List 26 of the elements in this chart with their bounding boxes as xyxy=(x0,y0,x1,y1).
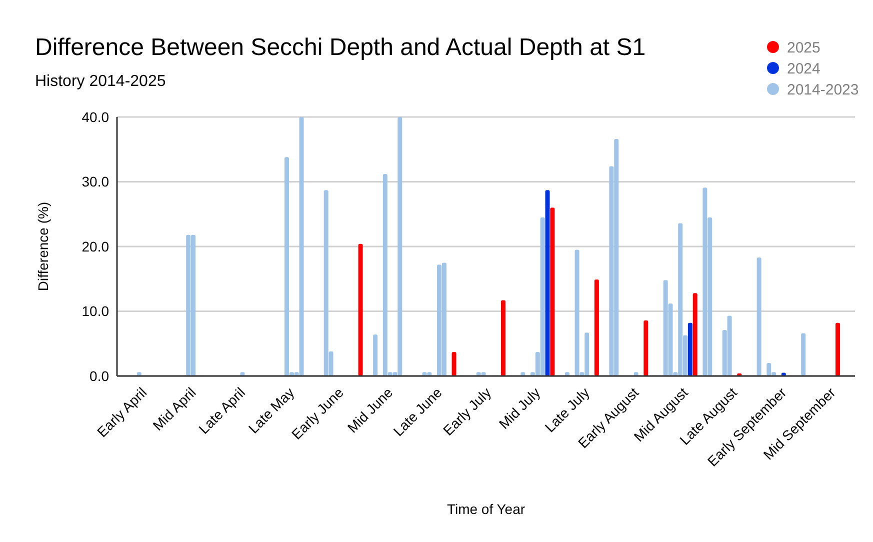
chart-title: Difference Between Secchi Depth and Actual Depth at S1 xyxy=(35,34,646,61)
x-tick-label: Mid July xyxy=(496,384,544,432)
y-tick-label: 30.0 xyxy=(82,174,110,190)
bar xyxy=(644,320,648,376)
bar xyxy=(836,322,840,376)
legend-label: 2025 xyxy=(787,39,820,56)
bar xyxy=(550,208,555,376)
bar xyxy=(688,322,692,376)
y-tick-label: 10.0 xyxy=(82,303,110,320)
bar xyxy=(756,258,762,376)
chart-subtitle: History 2014-2025 xyxy=(35,73,166,90)
y-tick-label: 40.0 xyxy=(82,108,110,125)
bar xyxy=(801,333,806,376)
x-axis-title: Time of Year xyxy=(446,501,526,517)
bar xyxy=(358,244,363,376)
bar xyxy=(373,334,378,376)
bar xyxy=(545,190,550,376)
y-tick-label: 20.0 xyxy=(82,238,110,254)
y-tick-label: 0.0 xyxy=(90,368,110,384)
bar xyxy=(452,352,456,376)
bar xyxy=(594,280,599,376)
bar xyxy=(500,300,506,376)
legend-label: 2014-2023 xyxy=(787,81,859,98)
y-axis-title: Difference (%) xyxy=(35,202,51,292)
bar xyxy=(692,293,698,376)
legend-label: 2024 xyxy=(787,60,820,78)
